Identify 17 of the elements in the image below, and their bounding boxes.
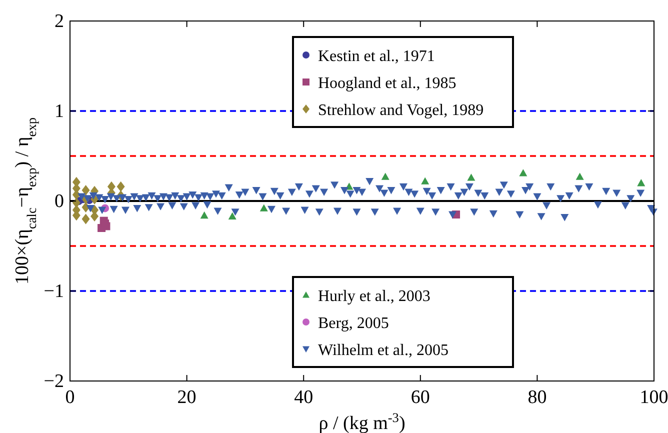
x-tick-label: 20 (177, 387, 196, 408)
legend-label: Kestin et al., 1971 (318, 48, 435, 65)
y-tick-label: 1 (54, 101, 64, 122)
legend-label: Wilhelm et al., 2005 (318, 342, 448, 359)
x-axis-title: ρ / (kg m$^{-3}$) (318, 410, 406, 433)
x-tick-label: 100 (640, 387, 668, 408)
legend-label: Hoogland et al., 1985 (318, 75, 456, 92)
legend-label: Hurly et al., 2003 (318, 288, 430, 305)
y-tick-label: −1 (44, 281, 64, 302)
x-tick-label: 40 (294, 387, 314, 408)
x-tick-label: 80 (528, 387, 547, 408)
y-tick-label: 2 (54, 11, 64, 32)
legend-label: Strehlow and Vogel, 1989 (318, 102, 484, 119)
x-tick-label: 60 (410, 387, 430, 408)
y-tick-label: −2 (44, 371, 64, 392)
legend-label: Berg, 2005 (318, 315, 389, 332)
y-tick-label: 0 (54, 191, 64, 212)
